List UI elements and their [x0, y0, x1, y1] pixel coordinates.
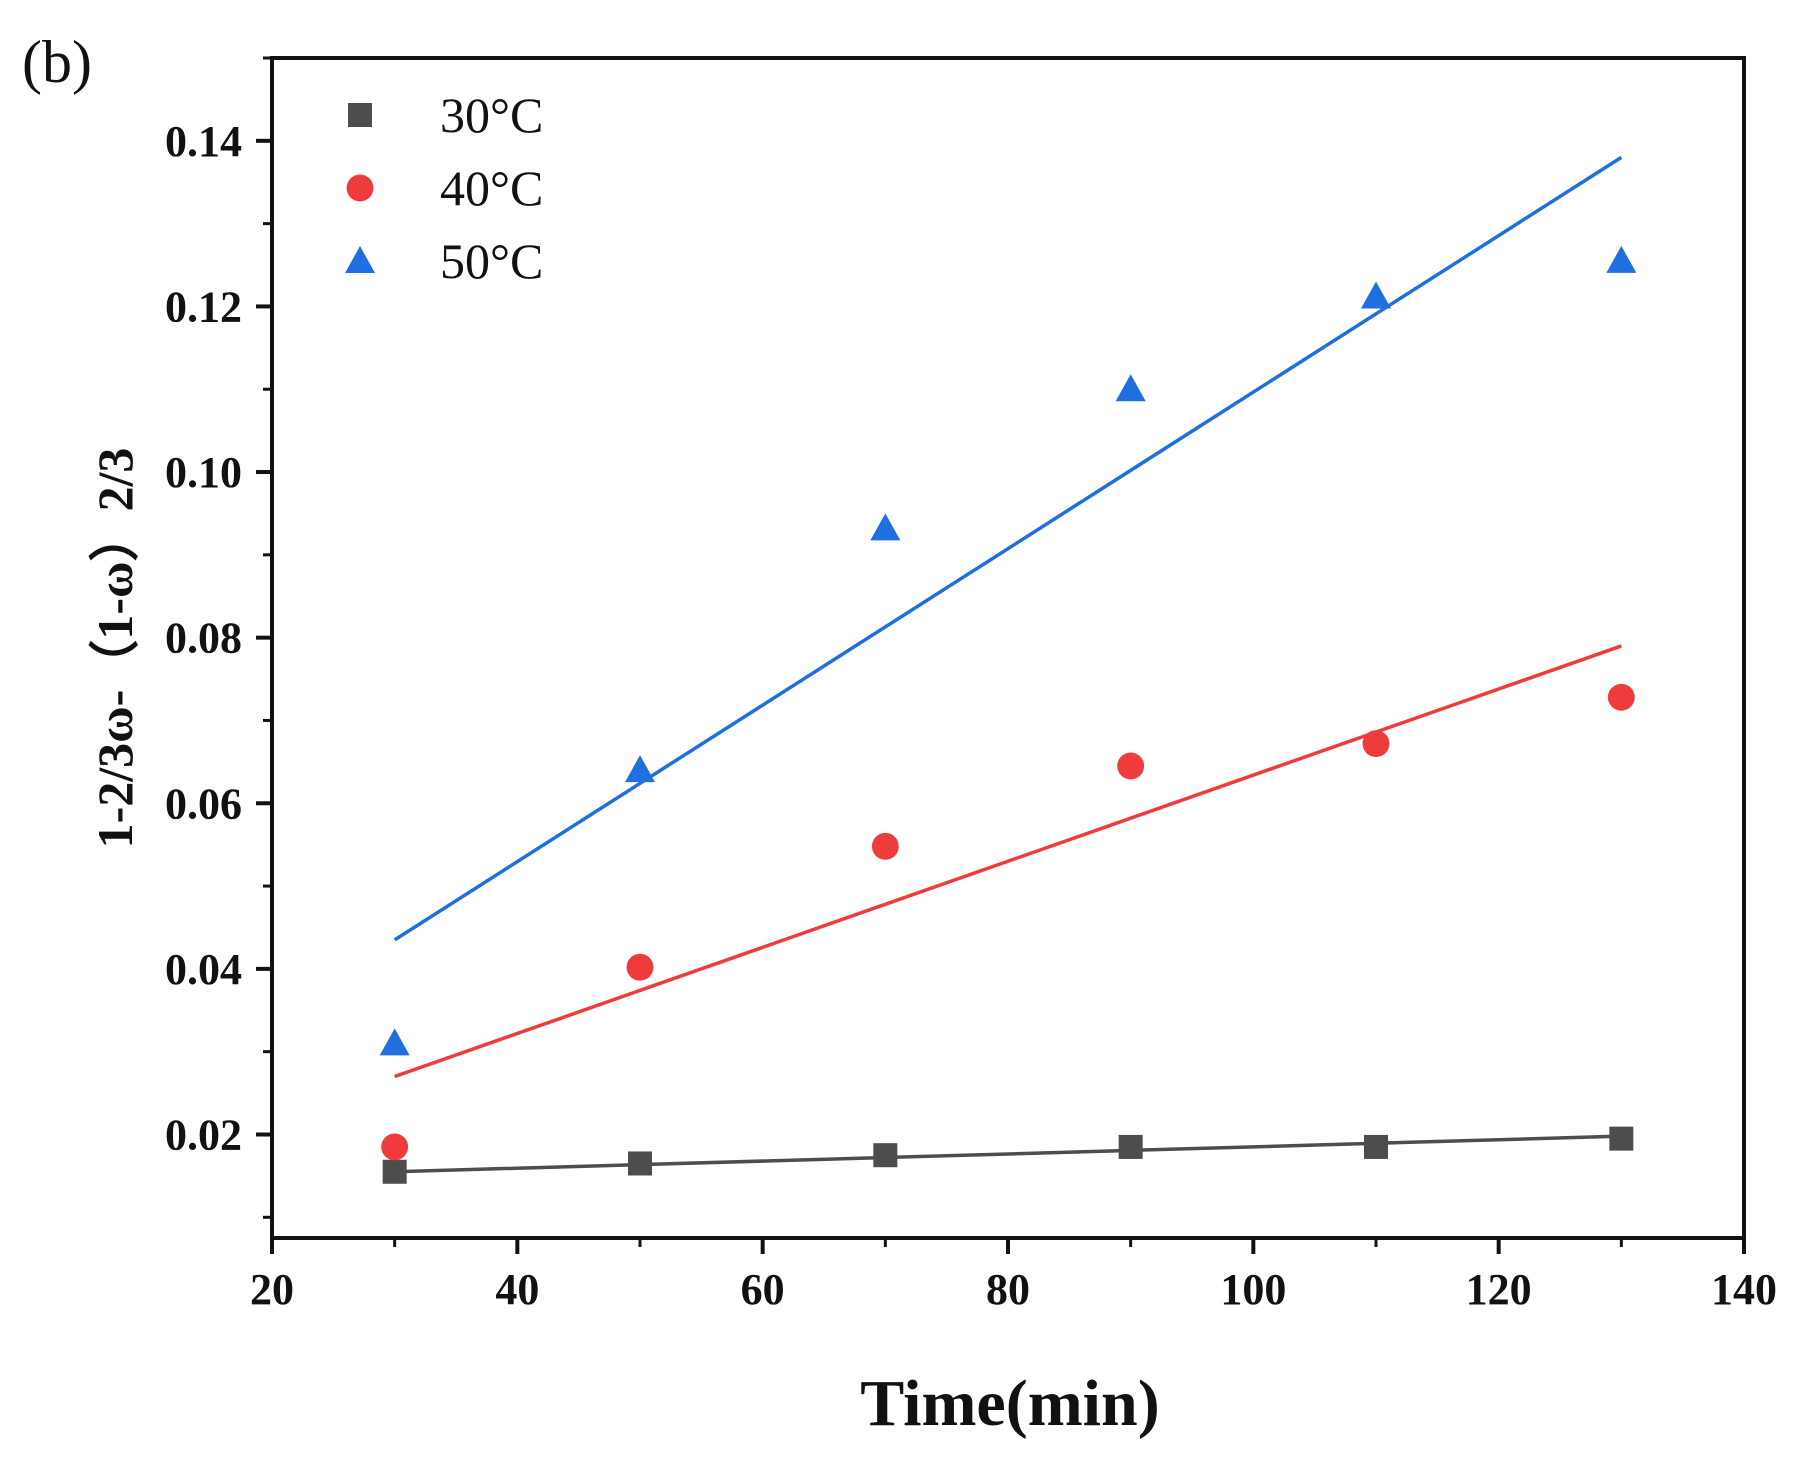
- point-50C-30: [379, 1028, 410, 1056]
- y-tick-label: 0.10: [165, 448, 242, 497]
- point-50C-50: [625, 755, 655, 783]
- point-40C-90: [1117, 752, 1145, 780]
- x-tick-label: 80: [986, 1265, 1030, 1314]
- y-tick-label: 0.14: [165, 117, 242, 166]
- fit-line-50C: [393, 155, 1623, 942]
- point-40C-30: [381, 1133, 409, 1161]
- data-markers: [379, 245, 1637, 1184]
- y-tick-label: 0.06: [165, 779, 242, 828]
- x-axis-title: Time(min): [860, 1367, 1159, 1440]
- legend: 30°C 40°C 50°C: [345, 87, 543, 289]
- point-40C-50: [626, 953, 654, 981]
- legend-marker-30C: [348, 103, 372, 127]
- point-30C-30: [382, 1159, 407, 1184]
- point-50C-110: [1361, 281, 1391, 309]
- point-50C-90: [1115, 374, 1146, 402]
- point-30C-130: [1609, 1126, 1634, 1151]
- x-tick-label: 140: [1711, 1265, 1777, 1314]
- y-tick-label: 0.02: [165, 1110, 242, 1159]
- legend-label-30C: 30°C: [440, 87, 543, 143]
- y-axis-title: 1-2/3ω-（1-ω）2/3: [87, 448, 143, 849]
- point-50C-70: [870, 513, 901, 541]
- legend-label-40C: 40°C: [440, 160, 543, 216]
- point-40C-70: [871, 832, 899, 860]
- x-tick-label: 100: [1220, 1265, 1286, 1314]
- panel-label: (b): [22, 29, 92, 95]
- fit-line-40C: [394, 644, 1622, 1079]
- x-tick-label: 40: [495, 1265, 539, 1314]
- x-tick-label: 60: [741, 1265, 785, 1314]
- x-tick-label: 120: [1466, 1265, 1532, 1314]
- x-tick-label: 20: [250, 1265, 294, 1314]
- axis-ticks: [256, 56, 1746, 1254]
- point-30C-70: [873, 1143, 898, 1168]
- y-tick-label: 0.08: [165, 614, 242, 663]
- point-30C-50: [628, 1151, 652, 1176]
- y-tick-label: 0.04: [165, 945, 242, 994]
- legend-label-50C: 50°C: [440, 233, 543, 289]
- point-50C-130: [1606, 245, 1637, 273]
- point-40C-130: [1607, 683, 1635, 711]
- y-tick-labels: 0.02 0.04 0.06 0.08 0.10 0.12 0.14: [165, 117, 242, 1160]
- fit-line-30C: [394, 1134, 1622, 1174]
- x-tick-labels: 20 40 60 80 100 120 140: [250, 1265, 1777, 1314]
- point-40C-110: [1362, 730, 1390, 758]
- fit-lines: [393, 155, 1623, 1174]
- point-30C-110: [1364, 1134, 1388, 1159]
- y-tick-label: 0.12: [165, 282, 242, 331]
- point-30C-90: [1118, 1134, 1143, 1159]
- legend-marker-40C: [346, 174, 374, 202]
- legend-marker-50C: [345, 246, 375, 273]
